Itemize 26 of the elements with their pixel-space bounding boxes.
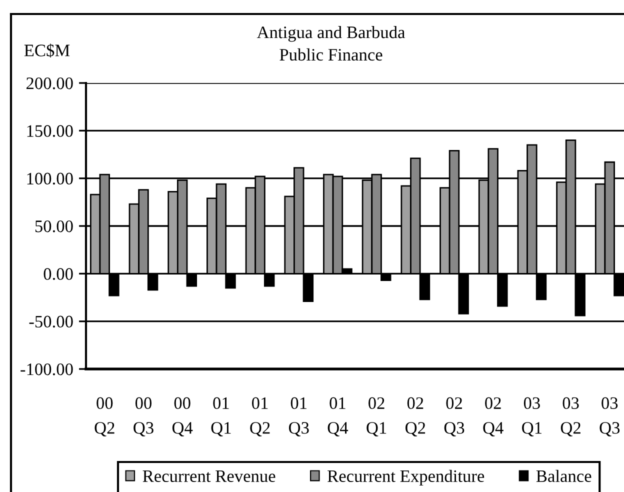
x-tick-label: 01 Q1 bbox=[211, 397, 231, 436]
x-tick-label: 01 Q4 bbox=[328, 397, 348, 436]
y-tick-label: -100.00 bbox=[20, 363, 73, 376]
y-tick-label: 100.00 bbox=[27, 172, 73, 185]
legend-label: Recurrent Expenditure bbox=[328, 470, 484, 486]
y-tick-label: 200.00 bbox=[26, 77, 73, 90]
x-tick-label: 00 Q4 bbox=[172, 397, 193, 436]
x-tick-label: 02 Q3 bbox=[444, 397, 464, 436]
x-tick-label: 00 Q2 bbox=[94, 397, 114, 436]
x-tick-label: 03 Q3 bbox=[600, 397, 620, 436]
x-tick-label: 03 Q2 bbox=[560, 397, 580, 436]
x-tick-label: 02 Q4 bbox=[483, 397, 504, 436]
x-tick-label: 02 Q2 bbox=[406, 397, 426, 436]
y-tick-label: 0.00 bbox=[44, 268, 73, 280]
legend-label: Balance bbox=[536, 470, 592, 482]
x-tick-label: 01 Q3 bbox=[288, 397, 309, 436]
y-tick-label: 50.00 bbox=[35, 220, 73, 232]
y-tick-label: 150.00 bbox=[27, 125, 73, 137]
x-tick-label: 01 Q2 bbox=[250, 397, 270, 436]
x-tick-label: 03 Q1 bbox=[522, 397, 542, 436]
x-tick-label: 00 Q3 bbox=[134, 397, 154, 436]
y-tick-label: -50.00 bbox=[29, 316, 73, 328]
x-tick-label: 02 Q1 bbox=[366, 397, 386, 436]
legend-label: Recurrent Revenue bbox=[142, 470, 276, 482]
y-axis-title: EC$M bbox=[24, 44, 70, 58]
chart-title: Antigua and Barbuda Public Finance bbox=[256, 26, 406, 61]
